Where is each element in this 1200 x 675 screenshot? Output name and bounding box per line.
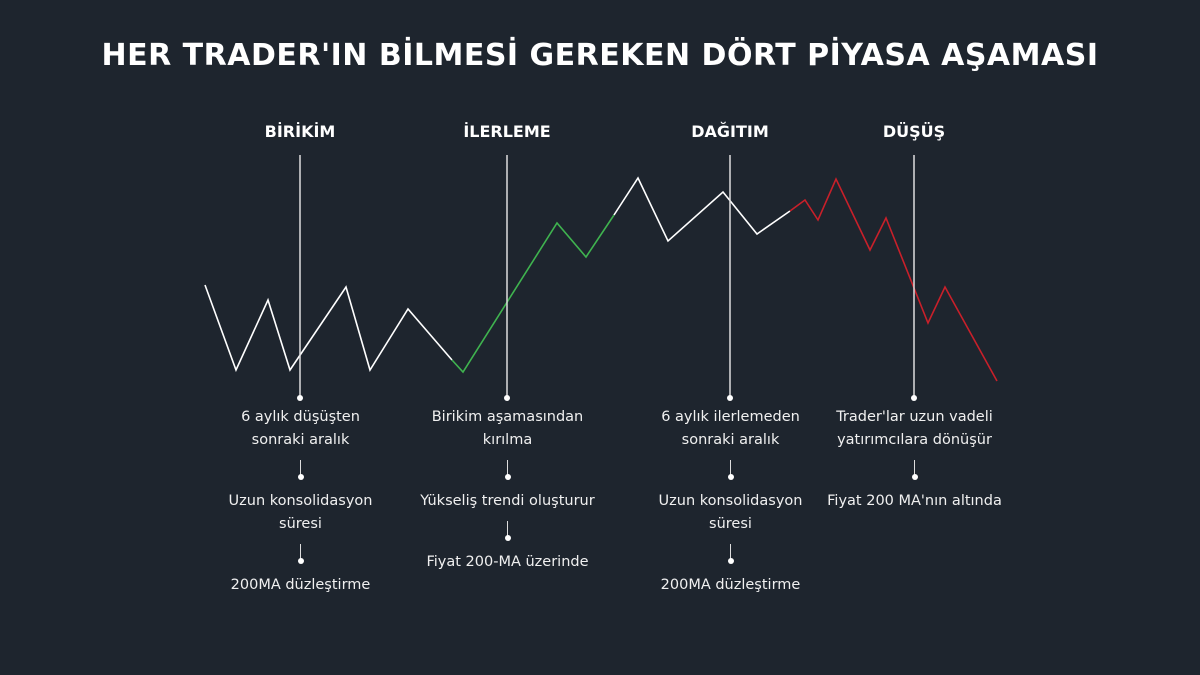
stage-label: DÜŞÜŞ <box>882 122 946 141</box>
stage-note: Uzun konsolidasyon süresi <box>228 493 373 532</box>
connector <box>504 452 511 490</box>
stage-note: 200MA düzleştirme <box>660 577 801 593</box>
connector <box>727 452 734 490</box>
connector <box>297 452 304 490</box>
stage-label: DAĞITIM <box>691 122 769 141</box>
stage-label: BİRİKİM <box>264 122 336 141</box>
stage-notes: 6 aylık düşüşten sonraki aralık Uzun kons… <box>213 406 388 597</box>
price-line-advance <box>451 214 615 374</box>
stage-note: Trader'lar uzun vadeli yatırımcılara dön… <box>836 409 993 448</box>
stage-notes: 6 aylık ilerlemeden sonraki aralık Uzun k… <box>643 406 818 597</box>
stage-note: Birikim aşamasından kırılma <box>431 409 584 448</box>
price-line-distribution <box>613 176 791 243</box>
stage-notes: Trader'lar uzun vadeli yatırımcılara dön… <box>827 406 1002 513</box>
connector <box>911 452 918 490</box>
stage-note: 6 aylık düşüşten sonraki aralık <box>241 409 360 448</box>
stage-dot <box>727 395 733 401</box>
stage-dot <box>297 395 303 401</box>
stage-label: İLERLEME <box>463 122 551 141</box>
stage-note: 200MA düzleştirme <box>230 577 371 593</box>
connector <box>727 536 734 574</box>
stage-note: Uzun konsolidasyon süresi <box>658 493 803 532</box>
stage-dot <box>911 395 917 401</box>
stage-note: Fiyat 200 MA'nın altında <box>827 493 1002 509</box>
connector <box>297 536 304 574</box>
price-line-accumulation <box>204 284 453 373</box>
stage-note: 6 aylık ilerlemeden sonraki aralık <box>661 409 800 448</box>
stage-notes: Birikim aşamasından kırılma Yükseliş tren… <box>420 406 595 574</box>
stage-note: Yükseliş trendi oluşturur <box>420 493 595 509</box>
stage-dot <box>504 395 510 401</box>
price-line-decline <box>789 177 998 382</box>
stage-note: Fiyat 200-MA üzerinde <box>426 554 589 570</box>
connector <box>504 513 511 551</box>
title: HER TRADER'IN BİLMESİ GEREKEN DÖRT PİYAS… <box>101 38 1099 73</box>
